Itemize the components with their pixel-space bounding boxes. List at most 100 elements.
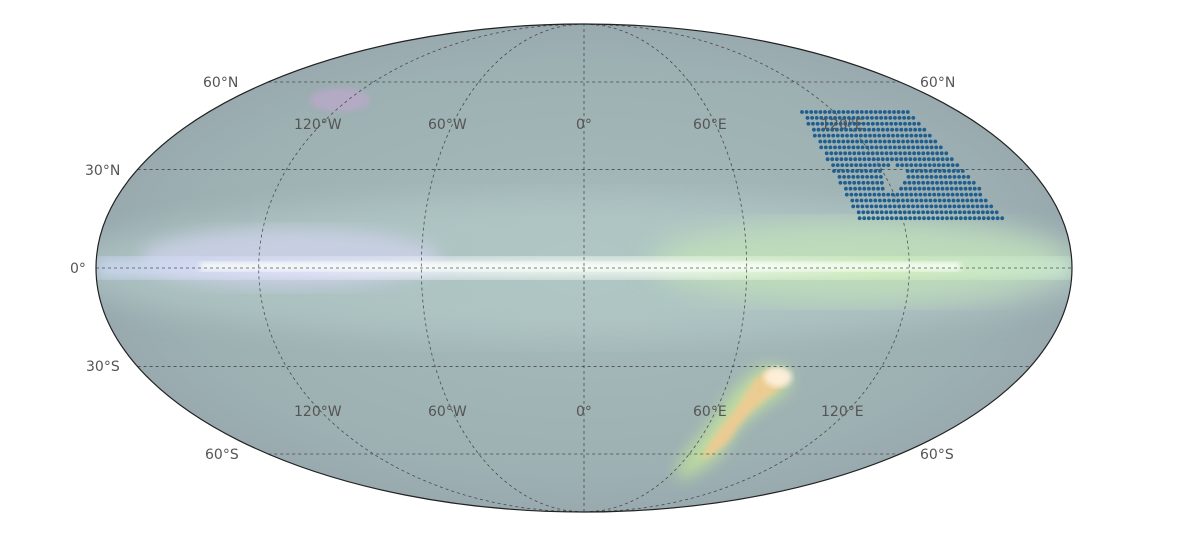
pointing-marker [961,175,966,179]
pointing-marker [962,210,967,215]
pointing-marker [904,163,909,168]
pointing-marker [977,216,982,221]
pointing-marker [844,157,848,162]
pointing-marker [930,151,935,156]
pointing-marker [869,175,874,179]
pointing-marker [977,186,982,191]
lon-label-60e-upper: 60°E [693,117,727,133]
pointing-marker [879,116,883,120]
pointing-marker [940,157,945,162]
pointing-marker [913,127,917,132]
pointing-marker [933,198,937,203]
pointing-marker [862,216,867,221]
pointing-marker [870,180,875,185]
pointing-marker [979,198,983,203]
pointing-marker [891,133,895,138]
pointing-marker [816,127,821,132]
pointing-marker [917,127,922,132]
pointing-marker [941,192,946,197]
pointing-marker [902,116,906,120]
pointing-marker [896,198,901,203]
pointing-marker [840,163,845,168]
pointing-marker [929,145,934,150]
pointing-marker [893,151,898,156]
pointing-marker [959,186,963,191]
pointing-marker [889,216,894,221]
pointing-marker [882,139,887,144]
pointing-marker [850,169,855,173]
lon-label-60w-upper: 60°W [428,117,467,133]
pointing-marker [928,139,933,144]
pointing-marker [883,145,888,150]
pointing-marker [900,133,905,138]
pointing-marker [989,204,994,209]
pointing-marker [878,169,882,173]
pointing-marker [972,216,977,221]
pointing-marker [854,133,859,138]
pointing-marker [877,192,881,197]
pointing-marker [810,116,814,120]
pointing-marker [902,180,907,185]
pointing-marker [878,198,882,203]
pointing-marker [907,121,912,126]
pointing-marker [881,192,886,197]
pointing-marker [892,139,896,144]
pointing-marker [846,110,850,114]
pointing-marker [918,163,923,168]
pointing-marker [870,151,875,156]
pointing-marker [906,145,911,150]
pointing-marker [922,186,926,191]
pointing-marker [888,204,892,209]
pointing-marker [927,163,932,168]
pointing-marker [937,163,941,168]
pointing-marker [942,198,947,203]
pointing-marker [962,180,967,185]
pointing-marker [860,116,865,120]
pointing-marker [896,139,901,144]
pointing-marker [911,116,916,120]
pointing-marker [866,151,870,156]
pointing-marker [877,163,881,168]
pointing-marker [898,121,903,126]
pointing-marker [983,198,988,203]
pointing-marker [971,180,976,185]
pointing-marker [857,186,862,191]
pointing-marker [870,116,874,120]
pointing-marker [925,145,929,150]
pointing-marker [874,116,879,120]
pointing-marker [919,139,924,144]
pointing-marker [915,145,920,150]
pointing-marker [831,163,835,168]
pointing-marker [921,210,925,215]
pointing-marker [951,169,956,173]
pointing-marker [947,169,951,173]
pointing-marker [922,216,926,221]
lon-label-120w-lower: 120°W [294,404,342,420]
pointing-marker [855,198,859,203]
pointing-marker [884,151,889,156]
pointing-marker [927,192,932,197]
pointing-marker [872,192,877,197]
pointing-marker [921,180,926,185]
pointing-marker [812,133,817,138]
pointing-marker [846,145,851,150]
pointing-marker [967,210,971,215]
pointing-marker [833,116,837,120]
pointing-marker [906,116,911,120]
pointing-marker [880,157,885,162]
pointing-marker [863,133,868,138]
pointing-marker [894,157,899,162]
pointing-marker [873,198,878,203]
pointing-marker [907,180,912,185]
pointing-marker [813,110,818,114]
pointing-marker [843,121,848,126]
pointing-marker [878,204,883,209]
pointing-marker [912,180,916,185]
pointing-marker [836,139,841,144]
pointing-marker [965,198,970,203]
pointing-marker [856,116,860,120]
pointing-marker [873,110,878,114]
pointing-marker [991,216,995,221]
